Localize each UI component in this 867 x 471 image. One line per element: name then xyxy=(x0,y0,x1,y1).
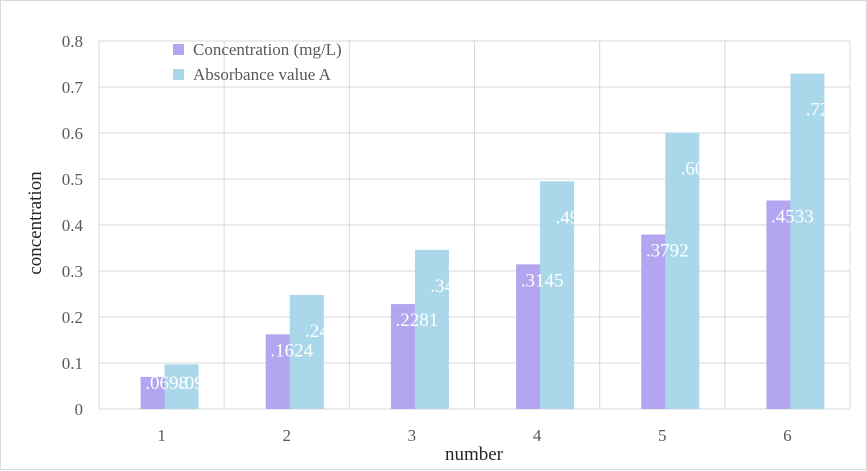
x-tick-label: 1 xyxy=(157,426,166,445)
y-tick-label: 0.6 xyxy=(62,124,83,143)
data-label-absorbance: .346 xyxy=(430,276,463,297)
data-label-concentration: .2281 xyxy=(396,310,439,331)
x-tick-label: 6 xyxy=(783,426,792,445)
data-label-concentration: .3792 xyxy=(646,241,689,262)
bar-absorbance xyxy=(414,249,449,409)
x-tick-labels: 1 2 3 4 5 6 xyxy=(157,426,791,445)
data-label-concentration: .3145 xyxy=(521,270,564,291)
y-tick-label: 0.2 xyxy=(62,308,83,327)
y-tick-label: 0.3 xyxy=(62,262,83,281)
data-label-absorbance: .729 xyxy=(806,100,839,121)
x-tick-label: 5 xyxy=(658,426,667,445)
bar-absorbance xyxy=(164,364,199,409)
data-labels: .0698 .1624 .2281 .3145 .3792 .4533 .097 .248 .3… xyxy=(145,100,839,394)
legend-label-absorbance: Absorbance value A xyxy=(193,65,332,84)
data-label-absorbance: .495 xyxy=(555,207,588,228)
x-axis-title: number xyxy=(445,444,504,465)
y-tick-label: 0.1 xyxy=(62,354,83,373)
data-label-concentration: .0698 xyxy=(145,373,188,394)
legend: Concentration (mg/L) Absorbance value A xyxy=(173,40,342,84)
data-label-absorbance: .601 xyxy=(681,159,714,180)
y-tick-label: 0.5 xyxy=(62,170,83,189)
data-label-absorbance: .248 xyxy=(305,321,338,342)
x-tick-label: 2 xyxy=(283,426,292,445)
y-tick-label: 0 xyxy=(75,400,84,419)
bar-absorbance xyxy=(289,294,324,409)
legend-swatch-concentration xyxy=(173,44,184,55)
legend-swatch-absorbance xyxy=(173,69,184,80)
legend-label-concentration: Concentration (mg/L) xyxy=(193,40,342,59)
bar-absorbance xyxy=(665,132,700,410)
data-label-absorbance: .097 xyxy=(180,373,213,394)
data-label-concentration: .4533 xyxy=(771,206,814,227)
y-tick-label: 0.7 xyxy=(62,78,84,97)
bar-absorbance xyxy=(540,181,575,409)
x-tick-label: 4 xyxy=(533,426,542,445)
y-tick-labels: 0 0.1 0.2 0.3 0.4 0.5 0.6 0.7 0.8 xyxy=(62,32,84,419)
gridlines xyxy=(98,40,851,410)
data-label-concentration: .1624 xyxy=(270,340,313,361)
y-tick-label: 0.8 xyxy=(62,32,83,51)
bar-absorbance xyxy=(790,73,825,409)
bars xyxy=(140,73,825,410)
y-tick-label: 0.4 xyxy=(62,216,84,235)
x-tick-label: 3 xyxy=(408,426,417,445)
y-axis-title: concentration xyxy=(25,171,46,275)
